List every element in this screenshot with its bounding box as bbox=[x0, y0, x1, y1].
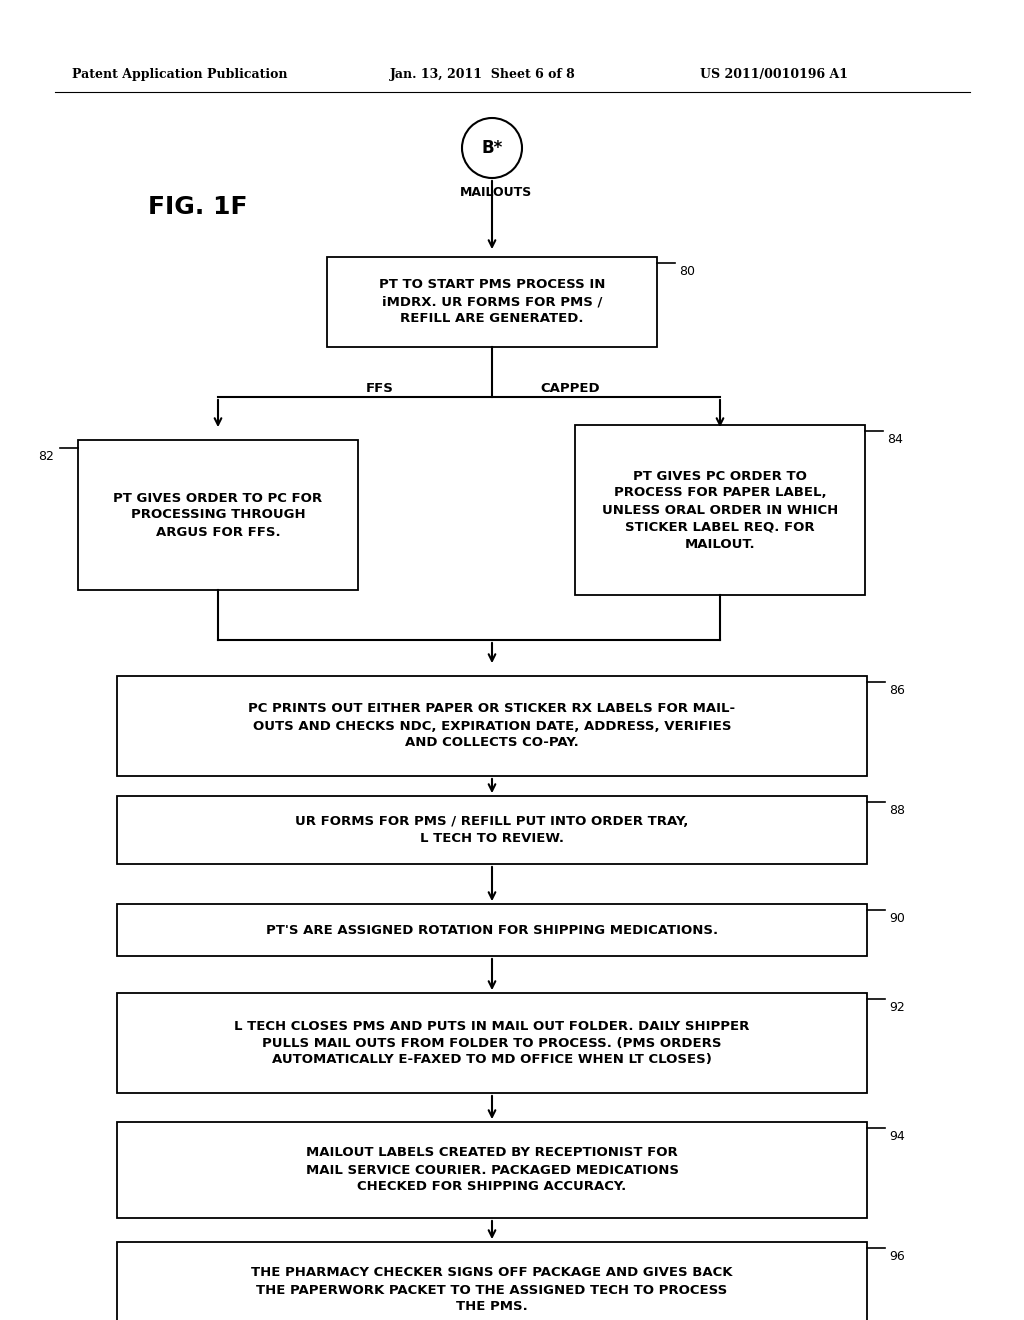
Text: PT TO START PMS PROCESS IN
iMDRX. UR FORMS FOR PMS /
REFILL ARE GENERATED.: PT TO START PMS PROCESS IN iMDRX. UR FOR… bbox=[379, 279, 605, 326]
Text: 90: 90 bbox=[889, 912, 905, 925]
Text: Jan. 13, 2011  Sheet 6 of 8: Jan. 13, 2011 Sheet 6 of 8 bbox=[390, 69, 575, 81]
FancyBboxPatch shape bbox=[327, 257, 657, 347]
FancyBboxPatch shape bbox=[117, 1242, 867, 1320]
Text: THE PHARMACY CHECKER SIGNS OFF PACKAGE AND GIVES BACK
THE PAPERWORK PACKET TO TH: THE PHARMACY CHECKER SIGNS OFF PACKAGE A… bbox=[251, 1266, 733, 1313]
Text: UR FORMS FOR PMS / REFILL PUT INTO ORDER TRAY,
L TECH TO REVIEW.: UR FORMS FOR PMS / REFILL PUT INTO ORDER… bbox=[295, 814, 689, 845]
FancyBboxPatch shape bbox=[117, 1122, 867, 1218]
FancyBboxPatch shape bbox=[78, 440, 358, 590]
Text: MAILOUT LABELS CREATED BY RECEPTIONIST FOR
MAIL SERVICE COURIER. PACKAGED MEDICA: MAILOUT LABELS CREATED BY RECEPTIONIST F… bbox=[305, 1147, 679, 1193]
Text: MAILOUTS: MAILOUTS bbox=[460, 186, 532, 199]
Text: PT GIVES PC ORDER TO
PROCESS FOR PAPER LABEL,
UNLESS ORAL ORDER IN WHICH
STICKER: PT GIVES PC ORDER TO PROCESS FOR PAPER L… bbox=[602, 470, 838, 550]
Text: 96: 96 bbox=[889, 1250, 905, 1263]
Text: 84: 84 bbox=[887, 433, 903, 446]
Text: B*: B* bbox=[481, 139, 503, 157]
Text: 80: 80 bbox=[679, 265, 695, 279]
FancyBboxPatch shape bbox=[575, 425, 865, 595]
Text: US 2011/0010196 A1: US 2011/0010196 A1 bbox=[700, 69, 848, 81]
Circle shape bbox=[462, 117, 522, 178]
Text: PC PRINTS OUT EITHER PAPER OR STICKER RX LABELS FOR MAIL-
OUTS AND CHECKS NDC, E: PC PRINTS OUT EITHER PAPER OR STICKER RX… bbox=[249, 702, 735, 750]
Text: Patent Application Publication: Patent Application Publication bbox=[72, 69, 288, 81]
FancyBboxPatch shape bbox=[117, 796, 867, 865]
Text: 88: 88 bbox=[889, 804, 905, 817]
Text: 86: 86 bbox=[889, 684, 905, 697]
Text: PT GIVES ORDER TO PC FOR
PROCESSING THROUGH
ARGUS FOR FFS.: PT GIVES ORDER TO PC FOR PROCESSING THRO… bbox=[114, 491, 323, 539]
FancyBboxPatch shape bbox=[117, 993, 867, 1093]
FancyBboxPatch shape bbox=[117, 904, 867, 956]
Text: FIG. 1F: FIG. 1F bbox=[148, 195, 248, 219]
Text: 82: 82 bbox=[38, 450, 54, 463]
Text: L TECH CLOSES PMS AND PUTS IN MAIL OUT FOLDER. DAILY SHIPPER
PULLS MAIL OUTS FRO: L TECH CLOSES PMS AND PUTS IN MAIL OUT F… bbox=[234, 1019, 750, 1067]
Text: 92: 92 bbox=[889, 1001, 905, 1014]
Text: PT'S ARE ASSIGNED ROTATION FOR SHIPPING MEDICATIONS.: PT'S ARE ASSIGNED ROTATION FOR SHIPPING … bbox=[266, 924, 718, 936]
Text: CAPPED: CAPPED bbox=[541, 381, 600, 395]
Text: 94: 94 bbox=[889, 1130, 905, 1143]
Text: FFS: FFS bbox=[366, 381, 394, 395]
FancyBboxPatch shape bbox=[117, 676, 867, 776]
